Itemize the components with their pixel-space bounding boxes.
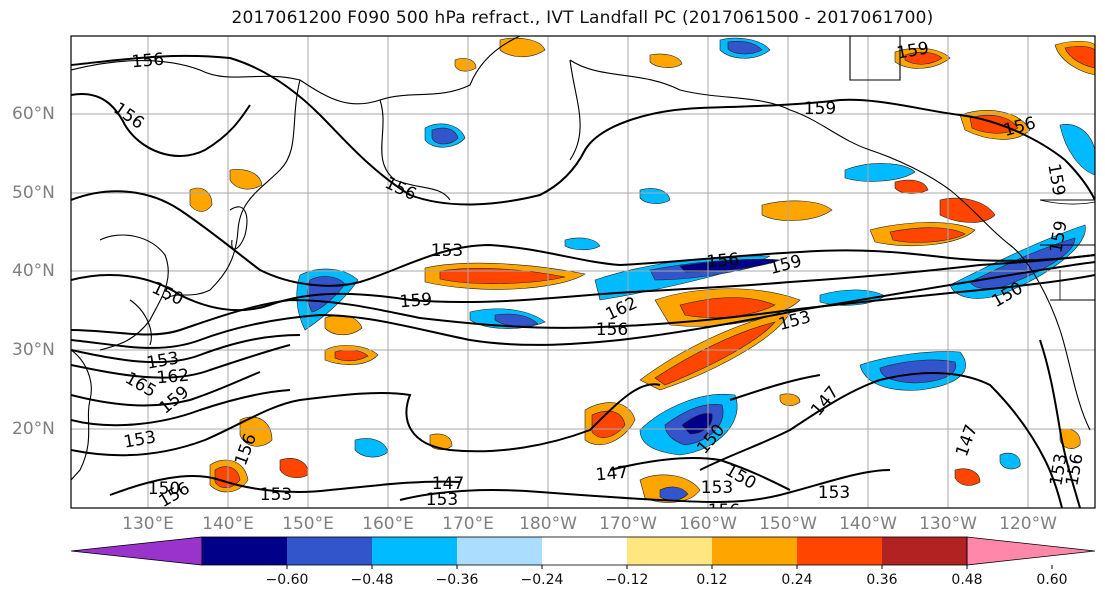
colorbar-tick-label: −0.12 — [605, 572, 649, 588]
contour-label: 159 — [804, 99, 836, 119]
contour-label: 156 — [131, 50, 165, 73]
contour-label: 147 — [432, 474, 464, 494]
colorbar-tick-label: −0.24 — [520, 572, 564, 588]
contour-label: 156 — [596, 320, 628, 340]
colorbar-segment — [797, 537, 882, 565]
contour-label: 162 — [156, 366, 190, 389]
contour-label: 153 — [818, 483, 850, 503]
colorbar — [70, 536, 1096, 569]
colorbar-tick-label: −0.48 — [350, 572, 394, 588]
colorbar-segment — [70, 536, 203, 566]
contour-label: 153 — [426, 490, 458, 510]
lon-label: 150°W — [759, 514, 817, 534]
contour-label: 156 — [706, 250, 740, 273]
contour-label: 153 — [701, 478, 733, 498]
lon-label: 120°W — [999, 514, 1057, 534]
colorbar-segment — [287, 537, 372, 565]
colorbar-segment — [202, 537, 287, 565]
colorbar-tick-label: −0.36 — [435, 572, 479, 588]
colorbar-frame — [201, 536, 968, 566]
height-contours — [71, 54, 1095, 508]
colorbar-segment — [627, 537, 712, 565]
lat-label: 50°N — [12, 183, 55, 203]
lon-label: 170°E — [442, 514, 494, 534]
colorbar-tick-label: 0.24 — [781, 572, 813, 588]
lon-label: 130°W — [919, 514, 977, 534]
lat-label: 30°N — [12, 340, 55, 360]
colorbar-tick-label: 0.12 — [696, 572, 728, 588]
lon-label: 170°W — [599, 514, 657, 534]
colorbar-tick-label: 0.60 — [1036, 572, 1068, 588]
colorbar-segment — [372, 537, 457, 565]
colorbar-segment — [457, 537, 542, 565]
anomaly-shading — [189, 37, 1095, 503]
lon-label: 150°E — [282, 514, 334, 534]
contour-label: 159 — [399, 290, 433, 313]
lon-label: 140°E — [202, 514, 254, 534]
map-title: 2017061200 F090 500 hPa refract., IVT La… — [231, 8, 934, 28]
colorbar-segment — [882, 537, 967, 565]
contour-label: 153 — [260, 485, 292, 505]
lat-label: 20°N — [12, 419, 55, 439]
colorbar-tick-label: 0.36 — [866, 572, 898, 588]
contour-label: 150 — [148, 479, 180, 499]
colorbar-tick-label: −0.60 — [265, 572, 309, 588]
contour-label: 156 — [708, 501, 740, 521]
lon-label: 160°W — [679, 514, 737, 534]
lon-label: 130°E — [122, 514, 174, 534]
contour-label: 147 — [595, 463, 629, 486]
map-frame — [70, 35, 1096, 509]
contour-label: 153 — [431, 241, 463, 261]
country-borders — [849, 36, 1095, 301]
colorbar-tick-label: 0.48 — [951, 572, 983, 588]
lon-label: 180°W — [519, 514, 577, 534]
colorbar-segment — [712, 537, 797, 565]
colorbar-segment — [542, 537, 627, 565]
lat-label: 60°N — [12, 104, 55, 124]
colorbar-segment — [966, 536, 1096, 566]
lon-label: 140°W — [839, 514, 897, 534]
lon-label: 160°E — [362, 514, 414, 534]
lat-label: 40°N — [12, 261, 55, 281]
